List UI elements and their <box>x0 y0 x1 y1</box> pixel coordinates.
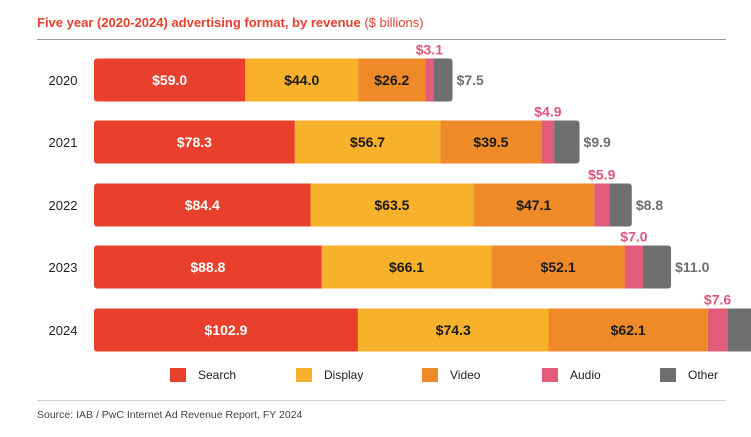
chart-title-main: Five year (2020-2024) advertising format… <box>37 15 361 30</box>
chart-title: Five year (2020-2024) advertising format… <box>37 15 424 30</box>
stacked-bar-chart: 2020 $59.0 $44.0 $26.2 $3.1 $7.5 2021 $78.3 $56.… <box>49 42 751 352</box>
source-divider <box>37 400 726 401</box>
bar-other-2022 <box>609 183 632 227</box>
legend-label-search: Search <box>198 368 237 382</box>
data-label-search-2021: $78.3 <box>177 134 212 150</box>
year-label-2024: 2024 <box>49 323 78 338</box>
bar-search-2023 <box>94 245 322 289</box>
bar-search-2020 <box>94 58 246 102</box>
bar-search-2022 <box>94 183 311 227</box>
bar-other-2021 <box>554 120 580 164</box>
legend-item-video: Video <box>422 368 480 382</box>
legend-label-audio: Audio <box>570 368 601 382</box>
legend-swatch-display <box>296 368 312 382</box>
data-label-display-2021: $56.7 <box>350 134 385 150</box>
data-label-other-2021: $9.9 <box>584 134 611 150</box>
bar-video-2023 <box>491 245 625 289</box>
bar-search-2024 <box>94 308 358 352</box>
bar-group-2023 <box>94 245 672 289</box>
bar-video-2022 <box>473 183 595 227</box>
data-label-audio-2022: $5.9 <box>588 167 615 183</box>
year-label-2021: 2021 <box>49 135 78 150</box>
chart-legend: Search Display Video Audio Other <box>0 368 751 390</box>
legend-label-other: Other <box>688 368 719 382</box>
data-label-search-2020: $59.0 <box>152 72 187 88</box>
data-label-video-2021: $39.5 <box>473 134 508 150</box>
source-note: Source: IAB / PwC Internet Ad Revenue Re… <box>37 409 303 421</box>
bar-search-2021 <box>94 120 295 164</box>
data-label-video-2024: $62.1 <box>611 322 646 338</box>
bar-other-2023 <box>642 245 672 289</box>
data-label-audio-2024: $7.6 <box>704 292 731 308</box>
data-label-other-2022: $8.8 <box>636 197 663 213</box>
data-label-search-2024: $102.9 <box>205 322 248 338</box>
bar-audio-2021 <box>541 120 555 164</box>
bar-display-2022 <box>310 183 474 227</box>
year-label-2022: 2022 <box>49 198 78 213</box>
bar-audio-2023 <box>624 245 643 289</box>
title-divider <box>37 39 726 40</box>
bar-group-2021 <box>94 120 580 164</box>
data-label-audio-2023: $7.0 <box>620 229 647 245</box>
chart-title-unit: ($ billions) <box>364 15 424 30</box>
bar-video-2024 <box>548 308 708 352</box>
legend-item-search: Search <box>170 368 236 382</box>
data-label-other-2023: $11.0 <box>675 259 709 275</box>
legend-item-audio: Audio <box>542 368 601 382</box>
legend-swatch-search <box>170 368 186 382</box>
data-label-display-2024: $74.3 <box>436 322 471 338</box>
legend-item-other: Other <box>660 368 718 382</box>
bar-other-2024 <box>727 308 751 352</box>
bar-group-2022 <box>94 183 632 227</box>
data-label-display-2022: $63.5 <box>374 197 409 213</box>
legend-item-display: Display <box>296 368 363 382</box>
bar-display-2024 <box>357 308 549 352</box>
data-label-search-2022: $84.4 <box>185 197 220 213</box>
bar-audio-2020 <box>425 58 434 102</box>
year-label-2023: 2023 <box>49 260 78 275</box>
data-label-video-2023: $52.1 <box>541 259 576 275</box>
bar-display-2023 <box>321 245 492 289</box>
bar-audio-2024 <box>707 308 728 352</box>
bar-other-2020 <box>433 58 453 102</box>
legend-label-video: Video <box>450 368 481 382</box>
year-label-2020: 2020 <box>49 73 78 88</box>
bar-group-2024 <box>94 308 751 352</box>
legend-swatch-video <box>422 368 438 382</box>
data-label-audio-2020: $3.1 <box>416 42 443 58</box>
legend-swatch-audio <box>542 368 558 382</box>
data-label-display-2023: $66.1 <box>389 259 424 275</box>
bar-video-2020 <box>358 58 426 102</box>
bar-video-2021 <box>440 120 542 164</box>
data-label-video-2022: $47.1 <box>516 197 551 213</box>
data-label-audio-2021: $4.9 <box>534 104 561 120</box>
bar-audio-2022 <box>594 183 610 227</box>
legend-swatch-other <box>660 368 676 382</box>
data-label-other-2020: $7.5 <box>457 72 484 88</box>
data-label-display-2020: $44.0 <box>284 72 319 88</box>
bar-display-2021 <box>294 120 441 164</box>
bar-display-2020 <box>245 58 359 102</box>
bar-group-2020 <box>94 58 453 102</box>
data-label-search-2023: $88.8 <box>190 259 225 275</box>
legend-label-display: Display <box>324 368 364 382</box>
data-label-video-2020: $26.2 <box>374 72 409 88</box>
